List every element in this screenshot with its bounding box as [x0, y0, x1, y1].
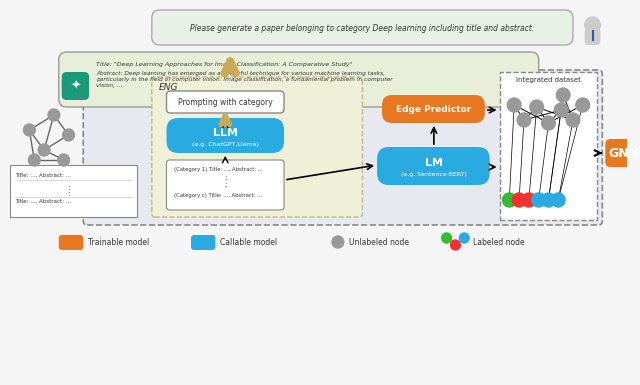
Text: Labeled node: Labeled node: [473, 238, 525, 246]
Bar: [10, 165, 137, 217]
Circle shape: [512, 193, 526, 207]
Circle shape: [502, 193, 516, 207]
Circle shape: [541, 193, 556, 207]
Circle shape: [552, 193, 565, 207]
Text: LLM: LLM: [212, 128, 238, 138]
Circle shape: [532, 193, 545, 207]
Text: (e.g. Sentence-BERT): (e.g. Sentence-BERT): [401, 171, 467, 176]
Text: (e.g. ChatGPT,Llama): (e.g. ChatGPT,Llama): [192, 142, 259, 147]
Circle shape: [508, 98, 521, 112]
FancyBboxPatch shape: [152, 10, 573, 45]
FancyBboxPatch shape: [83, 70, 602, 225]
FancyBboxPatch shape: [166, 118, 284, 153]
Circle shape: [63, 129, 74, 141]
Text: ✦: ✦: [70, 79, 81, 92]
Circle shape: [554, 103, 568, 117]
Circle shape: [556, 88, 570, 102]
Text: Title: ..., Abstract: ...: Title: ..., Abstract: ...: [15, 199, 70, 204]
Bar: [499, 72, 598, 220]
Circle shape: [442, 233, 451, 243]
Circle shape: [451, 240, 460, 250]
Text: :: :: [224, 175, 227, 181]
Circle shape: [58, 154, 70, 166]
Circle shape: [28, 154, 40, 166]
Text: Title: "Deep Learning Approaches for Image Classification: A Comparative Study": Title: "Deep Learning Approaches for Ima…: [96, 62, 353, 67]
Text: Edge Predictor: Edge Predictor: [396, 104, 472, 114]
FancyBboxPatch shape: [59, 235, 83, 250]
Text: Unlabeled node: Unlabeled node: [349, 238, 409, 246]
Circle shape: [24, 124, 35, 136]
Text: :: :: [67, 191, 70, 197]
Circle shape: [38, 144, 50, 156]
Text: Title: ..., Abstract: ...: Title: ..., Abstract: ...: [15, 173, 70, 178]
Circle shape: [48, 109, 60, 121]
Circle shape: [566, 113, 580, 127]
Circle shape: [585, 17, 600, 33]
Text: GNN: GNN: [609, 147, 639, 159]
Circle shape: [541, 116, 556, 130]
Text: LM: LM: [425, 158, 443, 168]
FancyBboxPatch shape: [59, 52, 539, 107]
FancyBboxPatch shape: [166, 91, 284, 113]
FancyBboxPatch shape: [166, 160, 284, 210]
Text: ENG: ENG: [159, 83, 178, 92]
FancyBboxPatch shape: [585, 29, 600, 45]
Text: Abstract: Deep learning has emerged as a powerful technique for various machine : Abstract: Deep learning has emerged as a…: [96, 71, 392, 88]
Text: :: :: [67, 185, 70, 191]
FancyBboxPatch shape: [191, 235, 216, 250]
Circle shape: [460, 233, 469, 243]
Text: Please generate a paper belonging to category Deep learning including title and : Please generate a paper belonging to cat…: [190, 23, 534, 32]
Text: (Category c) Title: ..., Abstract: ...: (Category c) Title: ..., Abstract: ...: [174, 193, 262, 198]
FancyBboxPatch shape: [377, 147, 490, 185]
Circle shape: [530, 100, 543, 114]
Text: (Category 1) Title: ..., Abstract: ...: (Category 1) Title: ..., Abstract: ...: [174, 167, 263, 172]
FancyBboxPatch shape: [152, 77, 362, 217]
Text: Prompting with category: Prompting with category: [178, 97, 273, 107]
Text: Integrated dataset: Integrated dataset: [516, 77, 581, 83]
Circle shape: [332, 236, 344, 248]
Circle shape: [576, 98, 589, 112]
Text: Trainable model: Trainable model: [88, 238, 149, 246]
Text: Callable model: Callable model: [220, 238, 278, 246]
Circle shape: [522, 193, 536, 207]
Circle shape: [517, 113, 531, 127]
FancyBboxPatch shape: [605, 139, 640, 167]
FancyBboxPatch shape: [382, 95, 485, 123]
Text: :: :: [224, 182, 227, 188]
FancyBboxPatch shape: [61, 72, 89, 100]
